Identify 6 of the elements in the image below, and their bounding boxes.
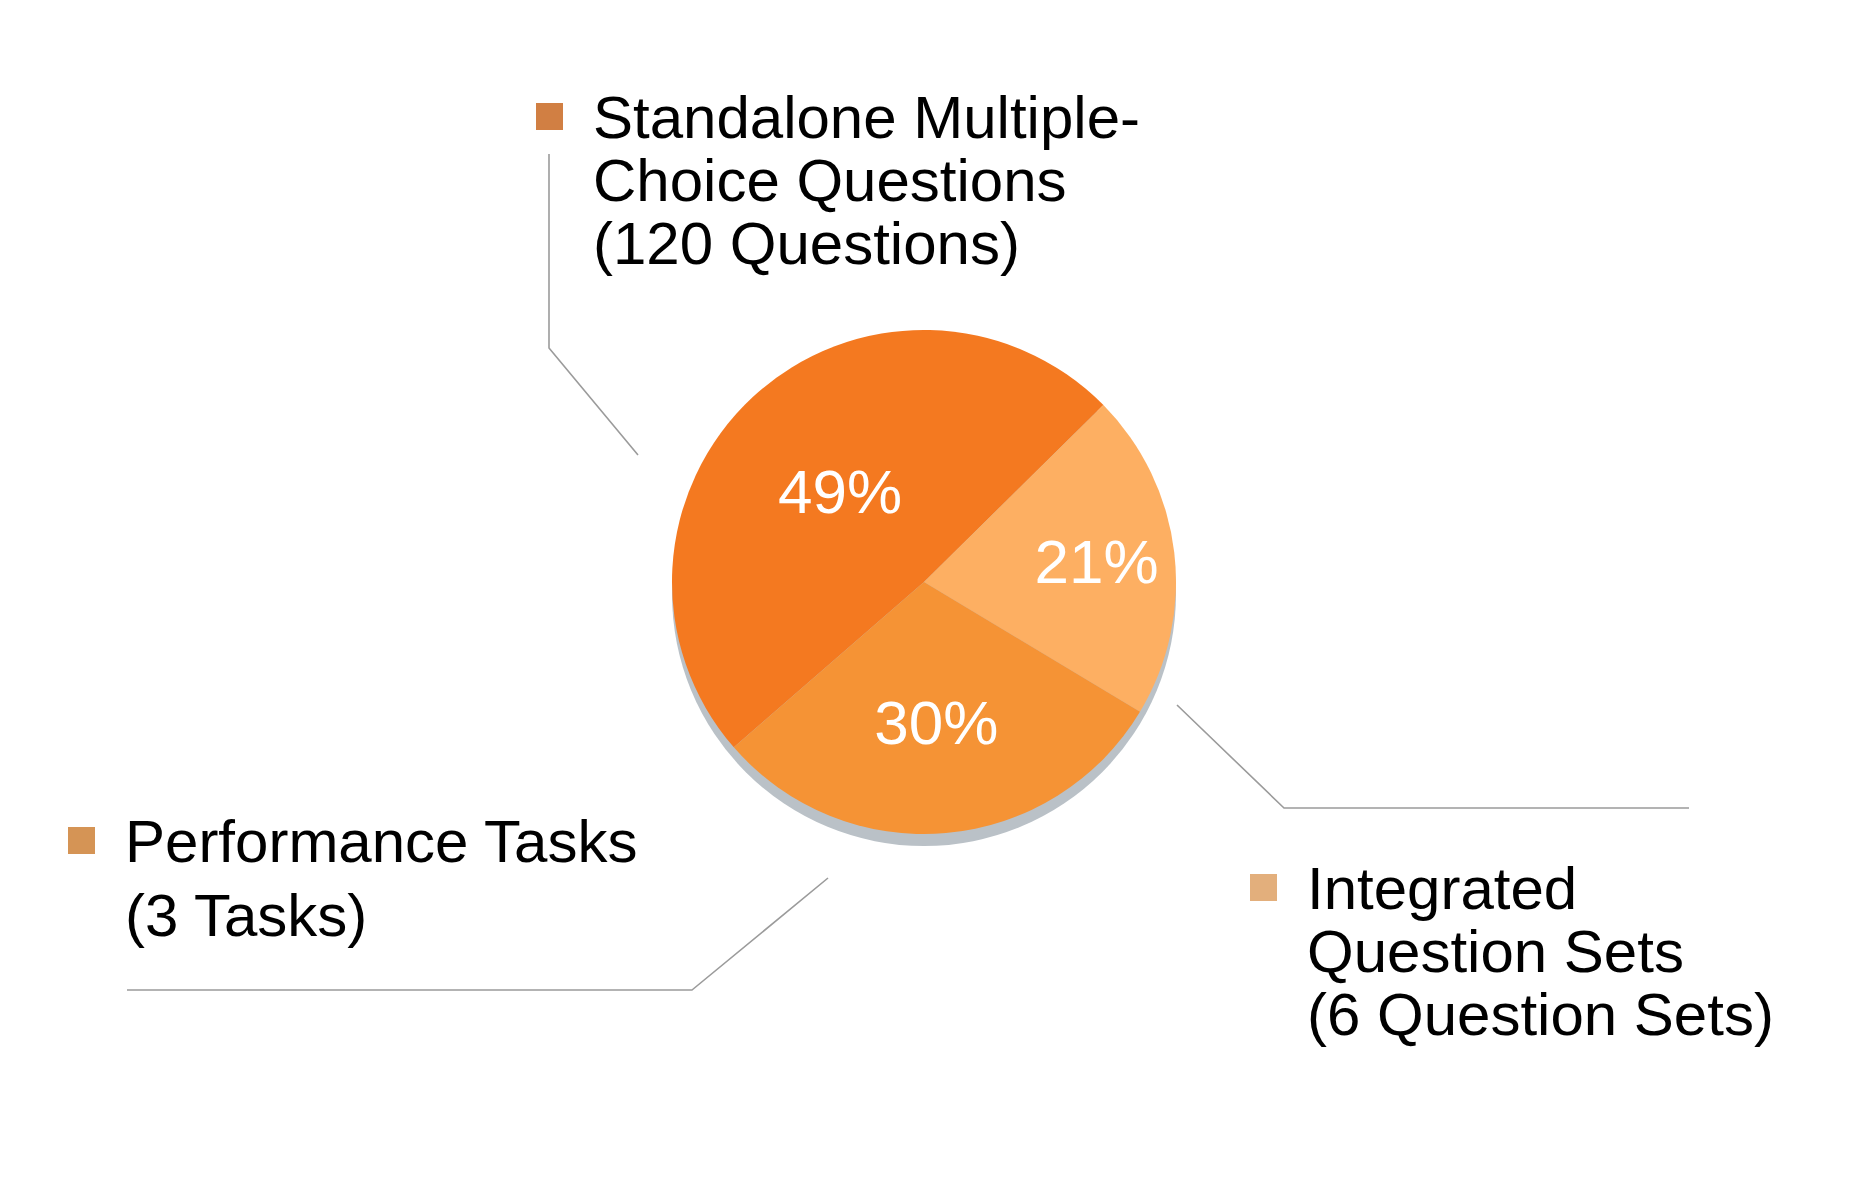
slice-label: Standalone Multiple-Choice Questions (120 Questions) (593, 84, 1141, 277)
data-label: 30% (874, 688, 999, 758)
slice-label: Integrated Question Sets (6 Question Sets) (1307, 855, 1774, 1048)
data-label: 49% (778, 456, 903, 526)
slice-label: Performance Tasks (3 Tasks) (125, 808, 638, 949)
data-label: 21% (1034, 526, 1159, 596)
